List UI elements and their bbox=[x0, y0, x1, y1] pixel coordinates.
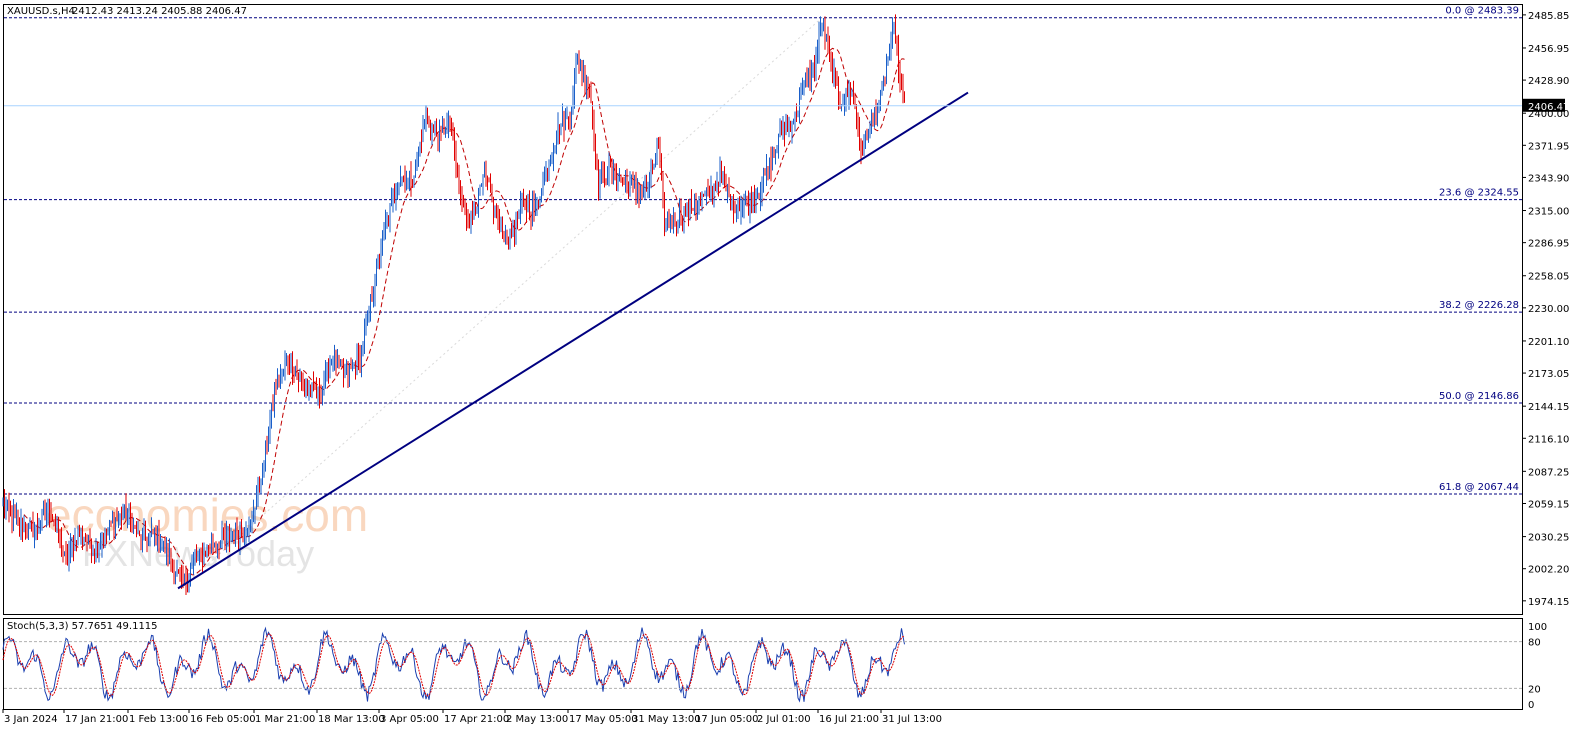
time-axis-label: 3 Jan 2024 bbox=[4, 714, 58, 725]
fib-level-label: 50.0 @ 2146.86 bbox=[1439, 391, 1519, 402]
time-axis-label: 3 Apr 05:00 bbox=[380, 714, 439, 725]
fib-level-label: 0.0 @ 2483.39 bbox=[1445, 6, 1519, 17]
price-axis-label: 2343.90 bbox=[1528, 173, 1569, 184]
price-axis-label: 2002.20 bbox=[1528, 565, 1569, 576]
price-axis-label: 2485.85 bbox=[1528, 11, 1569, 22]
price-axis-label: 2258.05 bbox=[1528, 272, 1569, 283]
time-axis-label: 1 Feb 13:00 bbox=[129, 714, 188, 725]
fibonacci-levels: 0.0 @ 2483.39 23.6 @ 2324.55 38.2 @ 2226.2… bbox=[4, 6, 1522, 588]
time-axis-label: 31 Jul 13:00 bbox=[882, 714, 942, 725]
price-axis-label: 1974.15 bbox=[1528, 597, 1569, 608]
time-axis-label: 16 Jul 21:00 bbox=[819, 714, 879, 725]
stochastic-axis-label: 100 bbox=[1528, 622, 1547, 633]
stochastic-label: Stoch(5,3,3) 57.7651 49.1115 bbox=[7, 621, 158, 632]
price-axis-label: 2087.25 bbox=[1528, 467, 1569, 478]
price-axis-label: 2059.15 bbox=[1528, 499, 1569, 510]
price-axis-label: 2030.25 bbox=[1528, 533, 1569, 544]
current-price-value: 2406.47 bbox=[1528, 102, 1569, 113]
moving-average bbox=[23, 47, 905, 576]
watermark-brand: economies.com bbox=[46, 489, 368, 541]
time-axis-label: 17 Apr 21:00 bbox=[444, 714, 509, 725]
time-axis-label: 17 Jun 05:00 bbox=[695, 714, 759, 725]
current-price-box bbox=[1523, 98, 1565, 112]
fib-level-label: 61.8 @ 2067.44 bbox=[1439, 482, 1519, 493]
price-axis-label: 2371.95 bbox=[1528, 141, 1569, 152]
current-price-tag: 2406.47 bbox=[4, 98, 1569, 113]
price-axis-label: 2144.15 bbox=[1528, 402, 1569, 413]
stochastic-panel[interactable] bbox=[3, 618, 1523, 710]
time-axis-label: 31 May 13:00 bbox=[632, 714, 701, 725]
time-axis-label: 2 May 13:00 bbox=[506, 714, 568, 725]
price-axis-label: 2428.90 bbox=[1528, 76, 1569, 87]
stochastic-axis-label: 80 bbox=[1528, 638, 1541, 649]
stochastic-axis-label: 0 bbox=[1528, 700, 1534, 711]
time-axis-label: 1 Mar 21:00 bbox=[255, 714, 315, 725]
price-axis-label: 2456.95 bbox=[1528, 44, 1569, 55]
time-axis-label: 17 May 05:00 bbox=[569, 714, 638, 725]
price-axis-label: 2173.05 bbox=[1528, 369, 1569, 380]
stochastic-main-line bbox=[2, 626, 905, 703]
price-axis: 2485.85 2456.95 2428.90 2400.00 2371.95 2343.… bbox=[1522, 11, 1569, 608]
stochastic-signal-line bbox=[2, 633, 905, 697]
symbol-label: XAUUSD.s,H4 bbox=[7, 6, 75, 17]
price-axis-label: 2116.10 bbox=[1528, 434, 1569, 445]
fib-level-label: 23.6 @ 2324.55 bbox=[1439, 188, 1519, 199]
trendline-layer bbox=[177, 91, 969, 590]
stochastic-axis: 100 80 20 0 bbox=[4, 622, 1547, 711]
ohlc-label: 2412.43 2413.24 2405.88 2406.47 bbox=[72, 6, 247, 17]
time-axis-label: 17 Jan 21:00 bbox=[65, 714, 128, 725]
price-axis-label: 2230.00 bbox=[1528, 304, 1569, 315]
time-axis: 3 Jan 2024 17 Jan 21:00 1 Feb 13:00 16 Feb … bbox=[2, 709, 942, 725]
price-axis-label: 2286.95 bbox=[1528, 239, 1569, 250]
moving-average-line bbox=[23, 47, 905, 576]
price-axis-label: 2201.10 bbox=[1528, 337, 1569, 348]
time-axis-label: 16 Feb 05:00 bbox=[190, 714, 256, 725]
stochastic-lines bbox=[2, 626, 905, 703]
support-trendline bbox=[177, 91, 969, 590]
price-axis-label: 2315.00 bbox=[1528, 207, 1569, 218]
price-axis-label: 2400.00 bbox=[1528, 109, 1569, 120]
time-axis-label: 2 Jul 01:00 bbox=[757, 714, 811, 725]
time-axis-label: 18 Mar 13:00 bbox=[318, 714, 385, 725]
fib-level-label: 38.2 @ 2226.28 bbox=[1439, 300, 1519, 311]
stochastic-axis-label: 20 bbox=[1528, 684, 1541, 695]
